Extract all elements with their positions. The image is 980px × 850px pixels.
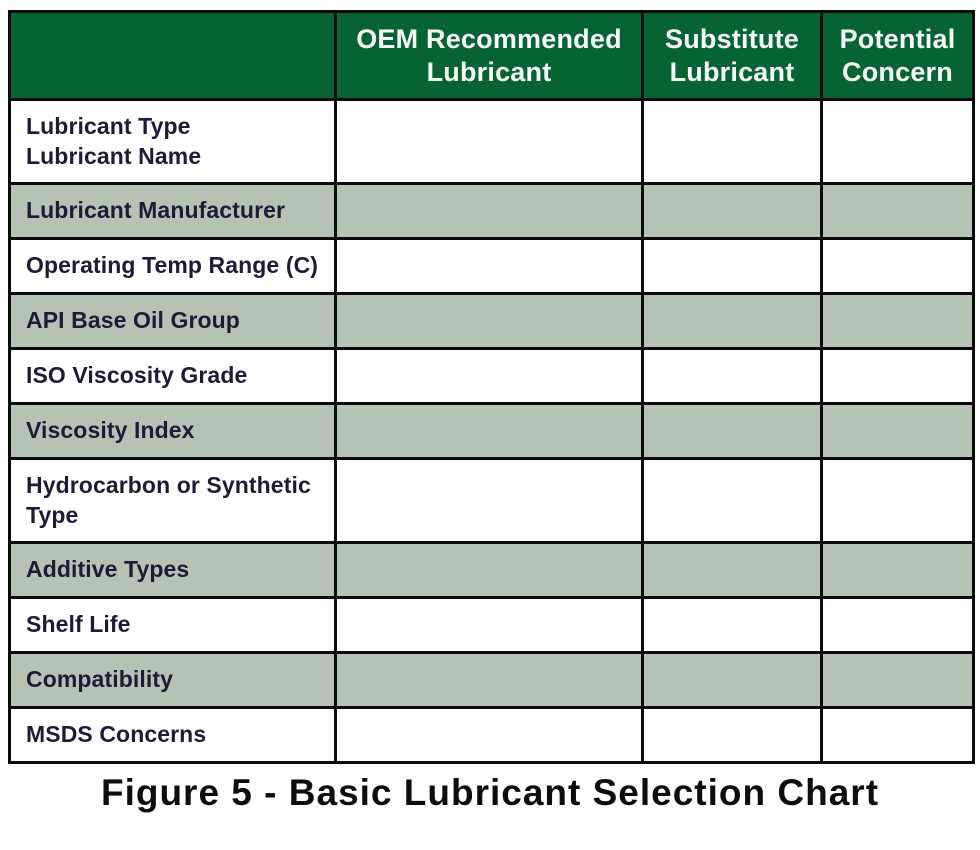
data-cell [820, 98, 975, 185]
header-corner-cell [8, 10, 337, 101]
table-row-api-base-oil-group: API Base Oil Group [8, 292, 975, 350]
row-label: Compatibility [8, 651, 337, 709]
table-row-compatibility: Compatibility [8, 651, 975, 709]
data-cell [641, 541, 823, 599]
row-label: Operating Temp Range (C) [8, 237, 337, 295]
data-cell [334, 237, 644, 295]
row-label: MSDS Concerns [8, 706, 337, 764]
data-cell [820, 457, 975, 544]
data-cell [334, 98, 644, 185]
data-cell [820, 347, 975, 405]
data-cell [334, 457, 644, 544]
data-cell [334, 292, 644, 350]
header-potential-concern: Potential Concern [820, 10, 975, 101]
data-cell [334, 651, 644, 709]
data-cell [641, 237, 823, 295]
table-row-viscosity-index: Viscosity Index [8, 402, 975, 460]
row-label: Hydrocarbon or Synthetic Type [8, 457, 337, 544]
table-row-iso-viscosity-grade: ISO Viscosity Grade [8, 347, 975, 405]
data-cell [334, 182, 644, 240]
data-cell [820, 541, 975, 599]
row-label: Shelf Life [8, 596, 337, 654]
header-substitute-lubricant: Substitute Lubricant [641, 10, 823, 101]
header-oem-recommended-lubricant: OEM Recommended Lubricant [334, 10, 644, 101]
data-cell [641, 596, 823, 654]
table-row-hydrocarbon-or-synthetic-type: Hydrocarbon or Synthetic Type [8, 457, 975, 544]
data-cell [641, 457, 823, 544]
data-cell [820, 651, 975, 709]
data-cell [820, 402, 975, 460]
data-cell [641, 98, 823, 185]
data-cell [334, 347, 644, 405]
data-cell [334, 596, 644, 654]
data-cell [641, 182, 823, 240]
row-label: Additive Types [8, 541, 337, 599]
data-cell [641, 292, 823, 350]
data-cell [334, 541, 644, 599]
data-cell [820, 182, 975, 240]
figure-caption: Figure 5 - Basic Lubricant Selection Cha… [100, 772, 880, 813]
row-label: Lubricant Type Lubricant Name [8, 98, 337, 185]
data-cell [820, 237, 975, 295]
data-cell [820, 706, 975, 764]
lubricant-selection-table: OEM Recommended Lubricant Substitute Lub… [8, 10, 975, 764]
row-label: Lubricant Manufacturer [8, 182, 337, 240]
table-row-lubricant-manufacturer: Lubricant Manufacturer [8, 182, 975, 240]
data-cell [641, 347, 823, 405]
header-row: OEM Recommended Lubricant Substitute Lub… [8, 10, 975, 101]
data-cell [334, 402, 644, 460]
table-row-msds-concerns: MSDS Concerns [8, 706, 975, 764]
row-label: Viscosity Index [8, 402, 337, 460]
data-cell [820, 596, 975, 654]
row-label: API Base Oil Group [8, 292, 337, 350]
row-label: ISO Viscosity Grade [8, 347, 337, 405]
data-cell [641, 651, 823, 709]
data-cell [334, 706, 644, 764]
table-row-additive-types: Additive Types [8, 541, 975, 599]
data-cell [641, 706, 823, 764]
table-row-operating-temp-range: Operating Temp Range (C) [8, 237, 975, 295]
table-row-lubricant-type-name: Lubricant Type Lubricant Name [8, 98, 975, 185]
table-row-shelf-life: Shelf Life [8, 596, 975, 654]
data-cell [641, 402, 823, 460]
data-cell [820, 292, 975, 350]
